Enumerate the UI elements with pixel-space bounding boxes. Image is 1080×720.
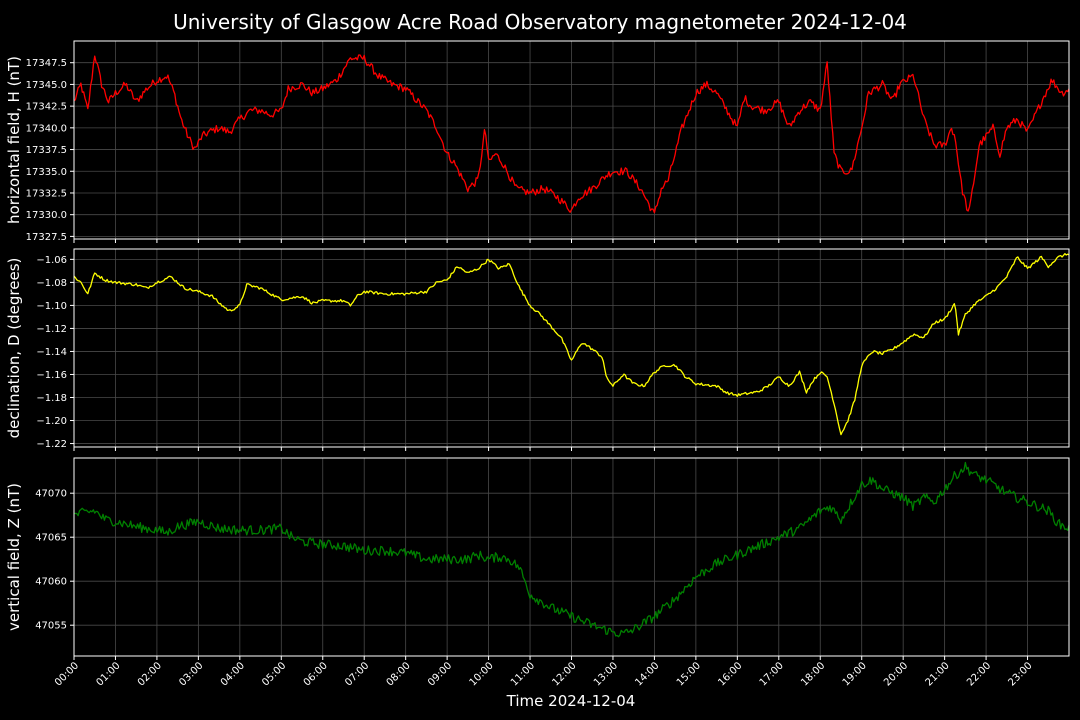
series-line-1 [73,54,1070,214]
panel-3: 47055 47060 47065 47070 vertical field, Z (n… [5,457,1070,660]
y-tick-label: 17340.0 [26,123,67,134]
y-tick-label: 17332.5 [26,188,67,199]
y-tick-label: 47065 [35,533,67,544]
y-tick-label: −1.08 [36,278,67,289]
series-line-3 [73,461,1070,638]
x-axis-label: Time 2024-12-04 [506,692,636,710]
y-axis-label: declination, D (degrees) [5,258,23,439]
y-tick-label: −1.16 [36,370,67,381]
series-line-2 [73,252,1070,436]
y-tick-label: 17347.5 [26,58,67,69]
panel-1: 17327.5 17330.0 17332.5 17335.0 17337.5 17340… [5,40,1070,243]
chart-panels: 17327.5 17330.0 17332.5 17335.0 17337.5 17340… [5,40,1070,660]
y-tick-label: 17345.0 [26,80,67,91]
y-tick-label: −1.18 [36,393,67,404]
y-tick-label: 17337.5 [26,145,67,156]
y-tick-label: 17335.0 [26,167,67,178]
y-tick-label: −1.22 [36,439,67,450]
y-tick-label: 17330.0 [26,210,67,221]
panel-2: −1.22 −1.20 −1.18 −1.16 −1.14 −1.12 −1.10 −1.08… [5,248,1070,451]
y-tick-label: 47070 [35,489,67,500]
panel-frame [73,248,1070,448]
y-tick-label: 17342.5 [26,102,67,113]
y-tick-label: −1.12 [36,324,67,335]
y-tick-label: −1.14 [36,347,67,358]
y-tick-label: 47060 [35,577,67,588]
y-tick-label: −1.10 [36,301,67,312]
y-tick-label: 47055 [35,621,67,632]
panel-frame [73,457,1070,657]
y-tick-label: 17327.5 [26,232,67,243]
panel-frame [73,40,1070,240]
y-tick-label: −1.06 [36,255,67,266]
y-axis-label: horizontal field, H (nT) [5,56,23,224]
y-tick-label: −1.20 [36,416,67,427]
y-axis-label: vertical field, Z (nT) [5,483,23,631]
chart-title: University of Glasgow Acre Road Observat… [173,10,907,34]
